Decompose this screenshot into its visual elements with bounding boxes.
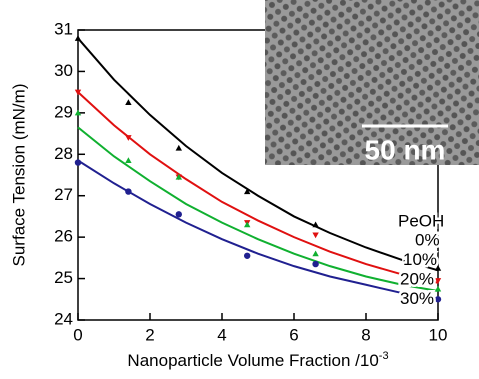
data-point bbox=[244, 222, 250, 228]
legend-entry: 30% bbox=[400, 289, 434, 308]
data-point bbox=[75, 35, 81, 41]
data-point bbox=[125, 157, 131, 163]
data-point bbox=[176, 211, 182, 217]
y-tick-label: 30 bbox=[54, 61, 73, 80]
legend-entry: 10% bbox=[403, 250, 437, 269]
x-tick-label: 10 bbox=[429, 325, 448, 344]
y-tick-label: 26 bbox=[54, 227, 73, 246]
legend-title: PeOH bbox=[398, 211, 444, 230]
data-point bbox=[75, 159, 81, 165]
data-point bbox=[125, 188, 131, 194]
inset-image: 50 nm bbox=[265, 0, 479, 165]
data-point bbox=[435, 296, 441, 302]
data-point bbox=[312, 251, 318, 257]
chart: 24252627282930310246810PeOH0%10%20%30% 5… bbox=[0, 0, 479, 379]
y-tick-label: 29 bbox=[54, 102, 73, 121]
y-tick-label: 25 bbox=[54, 268, 73, 287]
x-label-text: Nanoparticle Volume Fraction /10 bbox=[127, 351, 378, 370]
y-tick-label: 31 bbox=[54, 19, 73, 38]
data-point bbox=[435, 286, 441, 292]
legend-entry: 0% bbox=[415, 230, 440, 249]
data-point bbox=[244, 253, 250, 259]
y-tick-label: 24 bbox=[54, 309, 73, 328]
y-tick-label: 27 bbox=[54, 185, 73, 204]
scale-bar-label: 50 nm bbox=[365, 134, 446, 165]
x-tick-label: 8 bbox=[361, 325, 370, 344]
data-point bbox=[125, 99, 131, 105]
x-axis-label: Nanoparticle Volume Fraction /10-3 bbox=[127, 350, 388, 371]
x-tick-label: 6 bbox=[289, 325, 298, 344]
x-tick-label: 2 bbox=[145, 325, 154, 344]
x-tick-label: 4 bbox=[217, 325, 226, 344]
y-tick-label: 28 bbox=[54, 144, 73, 163]
legend-entry: 20% bbox=[400, 269, 434, 288]
x-label-exponent: -3 bbox=[379, 350, 389, 362]
data-point bbox=[312, 261, 318, 267]
data-point bbox=[312, 233, 318, 239]
x-tick-label: 0 bbox=[73, 325, 82, 344]
y-axis-label: Surface Tension (mN/m) bbox=[9, 84, 28, 267]
fit-curve bbox=[78, 161, 438, 300]
data-point bbox=[176, 145, 182, 151]
